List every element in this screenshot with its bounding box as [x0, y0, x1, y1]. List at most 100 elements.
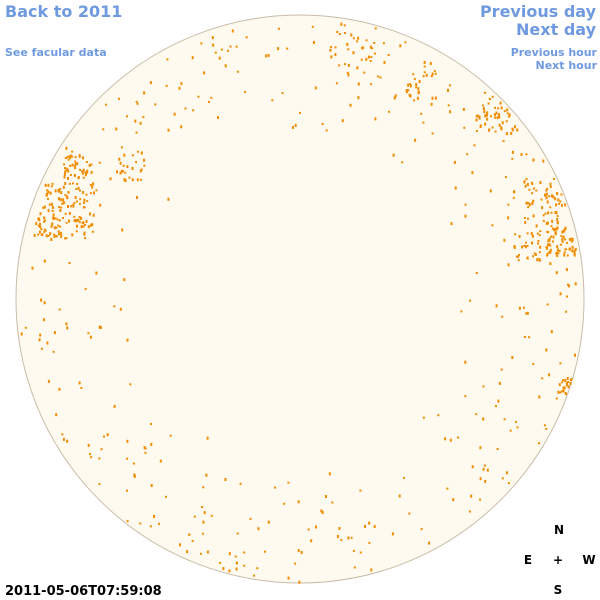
facula — [140, 168, 143, 171]
facula — [55, 226, 58, 229]
facula — [488, 98, 491, 100]
back-year-link[interactable]: Back to 2011 — [5, 2, 122, 21]
facula — [131, 167, 134, 170]
facula — [506, 112, 509, 115]
facula — [569, 379, 572, 381]
facula — [545, 196, 548, 200]
facula — [126, 457, 129, 460]
previous-hour-link[interactable]: Previous hour — [511, 46, 598, 59]
facula — [531, 202, 534, 206]
facula — [191, 56, 194, 60]
facula — [509, 429, 512, 432]
facula — [538, 234, 541, 237]
facula — [140, 151, 143, 155]
facula — [561, 230, 564, 234]
facula — [330, 45, 333, 48]
facula — [321, 511, 324, 514]
facula — [525, 178, 528, 181]
facula — [546, 188, 549, 190]
facula — [563, 253, 566, 257]
facula — [79, 198, 82, 201]
facula — [547, 231, 550, 234]
next-day-link[interactable]: Next day — [516, 20, 597, 39]
facula — [78, 202, 81, 205]
facular-link[interactable]: See facular data — [5, 46, 107, 59]
facula — [38, 338, 41, 342]
facula — [561, 390, 564, 393]
facula — [484, 479, 487, 483]
facula — [494, 106, 496, 109]
facula — [74, 219, 77, 223]
facula — [498, 113, 501, 117]
facula — [511, 129, 514, 132]
facula — [82, 156, 85, 160]
facula — [83, 198, 86, 202]
facula — [347, 48, 350, 51]
facula — [486, 117, 489, 121]
facula — [243, 564, 246, 567]
facula — [570, 240, 573, 243]
facula — [528, 336, 531, 339]
facula — [265, 54, 268, 58]
facula — [524, 184, 527, 188]
facula — [55, 413, 58, 417]
facula — [87, 332, 90, 335]
facula — [201, 506, 204, 508]
facula — [68, 219, 70, 223]
facula — [98, 483, 101, 486]
facula — [62, 185, 65, 189]
facula — [574, 353, 576, 357]
facula — [340, 22, 343, 26]
facula — [551, 227, 554, 230]
facula — [85, 193, 88, 196]
facula — [76, 224, 78, 228]
facula — [235, 561, 238, 565]
facula — [349, 103, 352, 107]
facula — [64, 157, 67, 160]
next-hour-link[interactable]: Next hour — [536, 59, 598, 72]
facula — [229, 45, 232, 48]
facula — [136, 196, 138, 199]
facula — [559, 200, 562, 203]
facula — [179, 543, 181, 547]
facula — [38, 230, 41, 234]
facula — [505, 471, 508, 475]
facula — [60, 206, 63, 209]
facula — [557, 390, 560, 394]
previous-day-link[interactable]: Previous day — [480, 2, 597, 21]
facula — [35, 222, 38, 226]
facula — [548, 373, 551, 377]
facula — [523, 245, 526, 247]
facula — [556, 248, 559, 252]
facula — [72, 182, 74, 185]
facula — [37, 224, 40, 227]
facula — [291, 125, 294, 129]
facula — [91, 223, 94, 227]
facula — [167, 197, 170, 201]
facula — [341, 119, 344, 123]
facula — [417, 90, 420, 94]
facula — [571, 245, 574, 249]
facula — [501, 121, 504, 125]
facula — [538, 395, 541, 399]
facula — [512, 196, 515, 199]
facula — [135, 100, 138, 103]
facula — [564, 379, 567, 383]
facula — [180, 82, 183, 86]
facula — [498, 381, 501, 385]
facula — [149, 81, 152, 85]
facula — [105, 103, 108, 106]
facula — [62, 437, 65, 441]
facula — [561, 381, 564, 384]
facula — [274, 486, 276, 489]
facula — [563, 251, 566, 254]
facula — [83, 232, 86, 236]
facula — [558, 383, 561, 387]
facula — [392, 153, 395, 157]
facula — [532, 255, 534, 258]
facula — [58, 387, 61, 391]
facula — [540, 198, 543, 201]
facula — [523, 181, 526, 184]
facula — [227, 49, 229, 52]
facula — [565, 392, 567, 395]
